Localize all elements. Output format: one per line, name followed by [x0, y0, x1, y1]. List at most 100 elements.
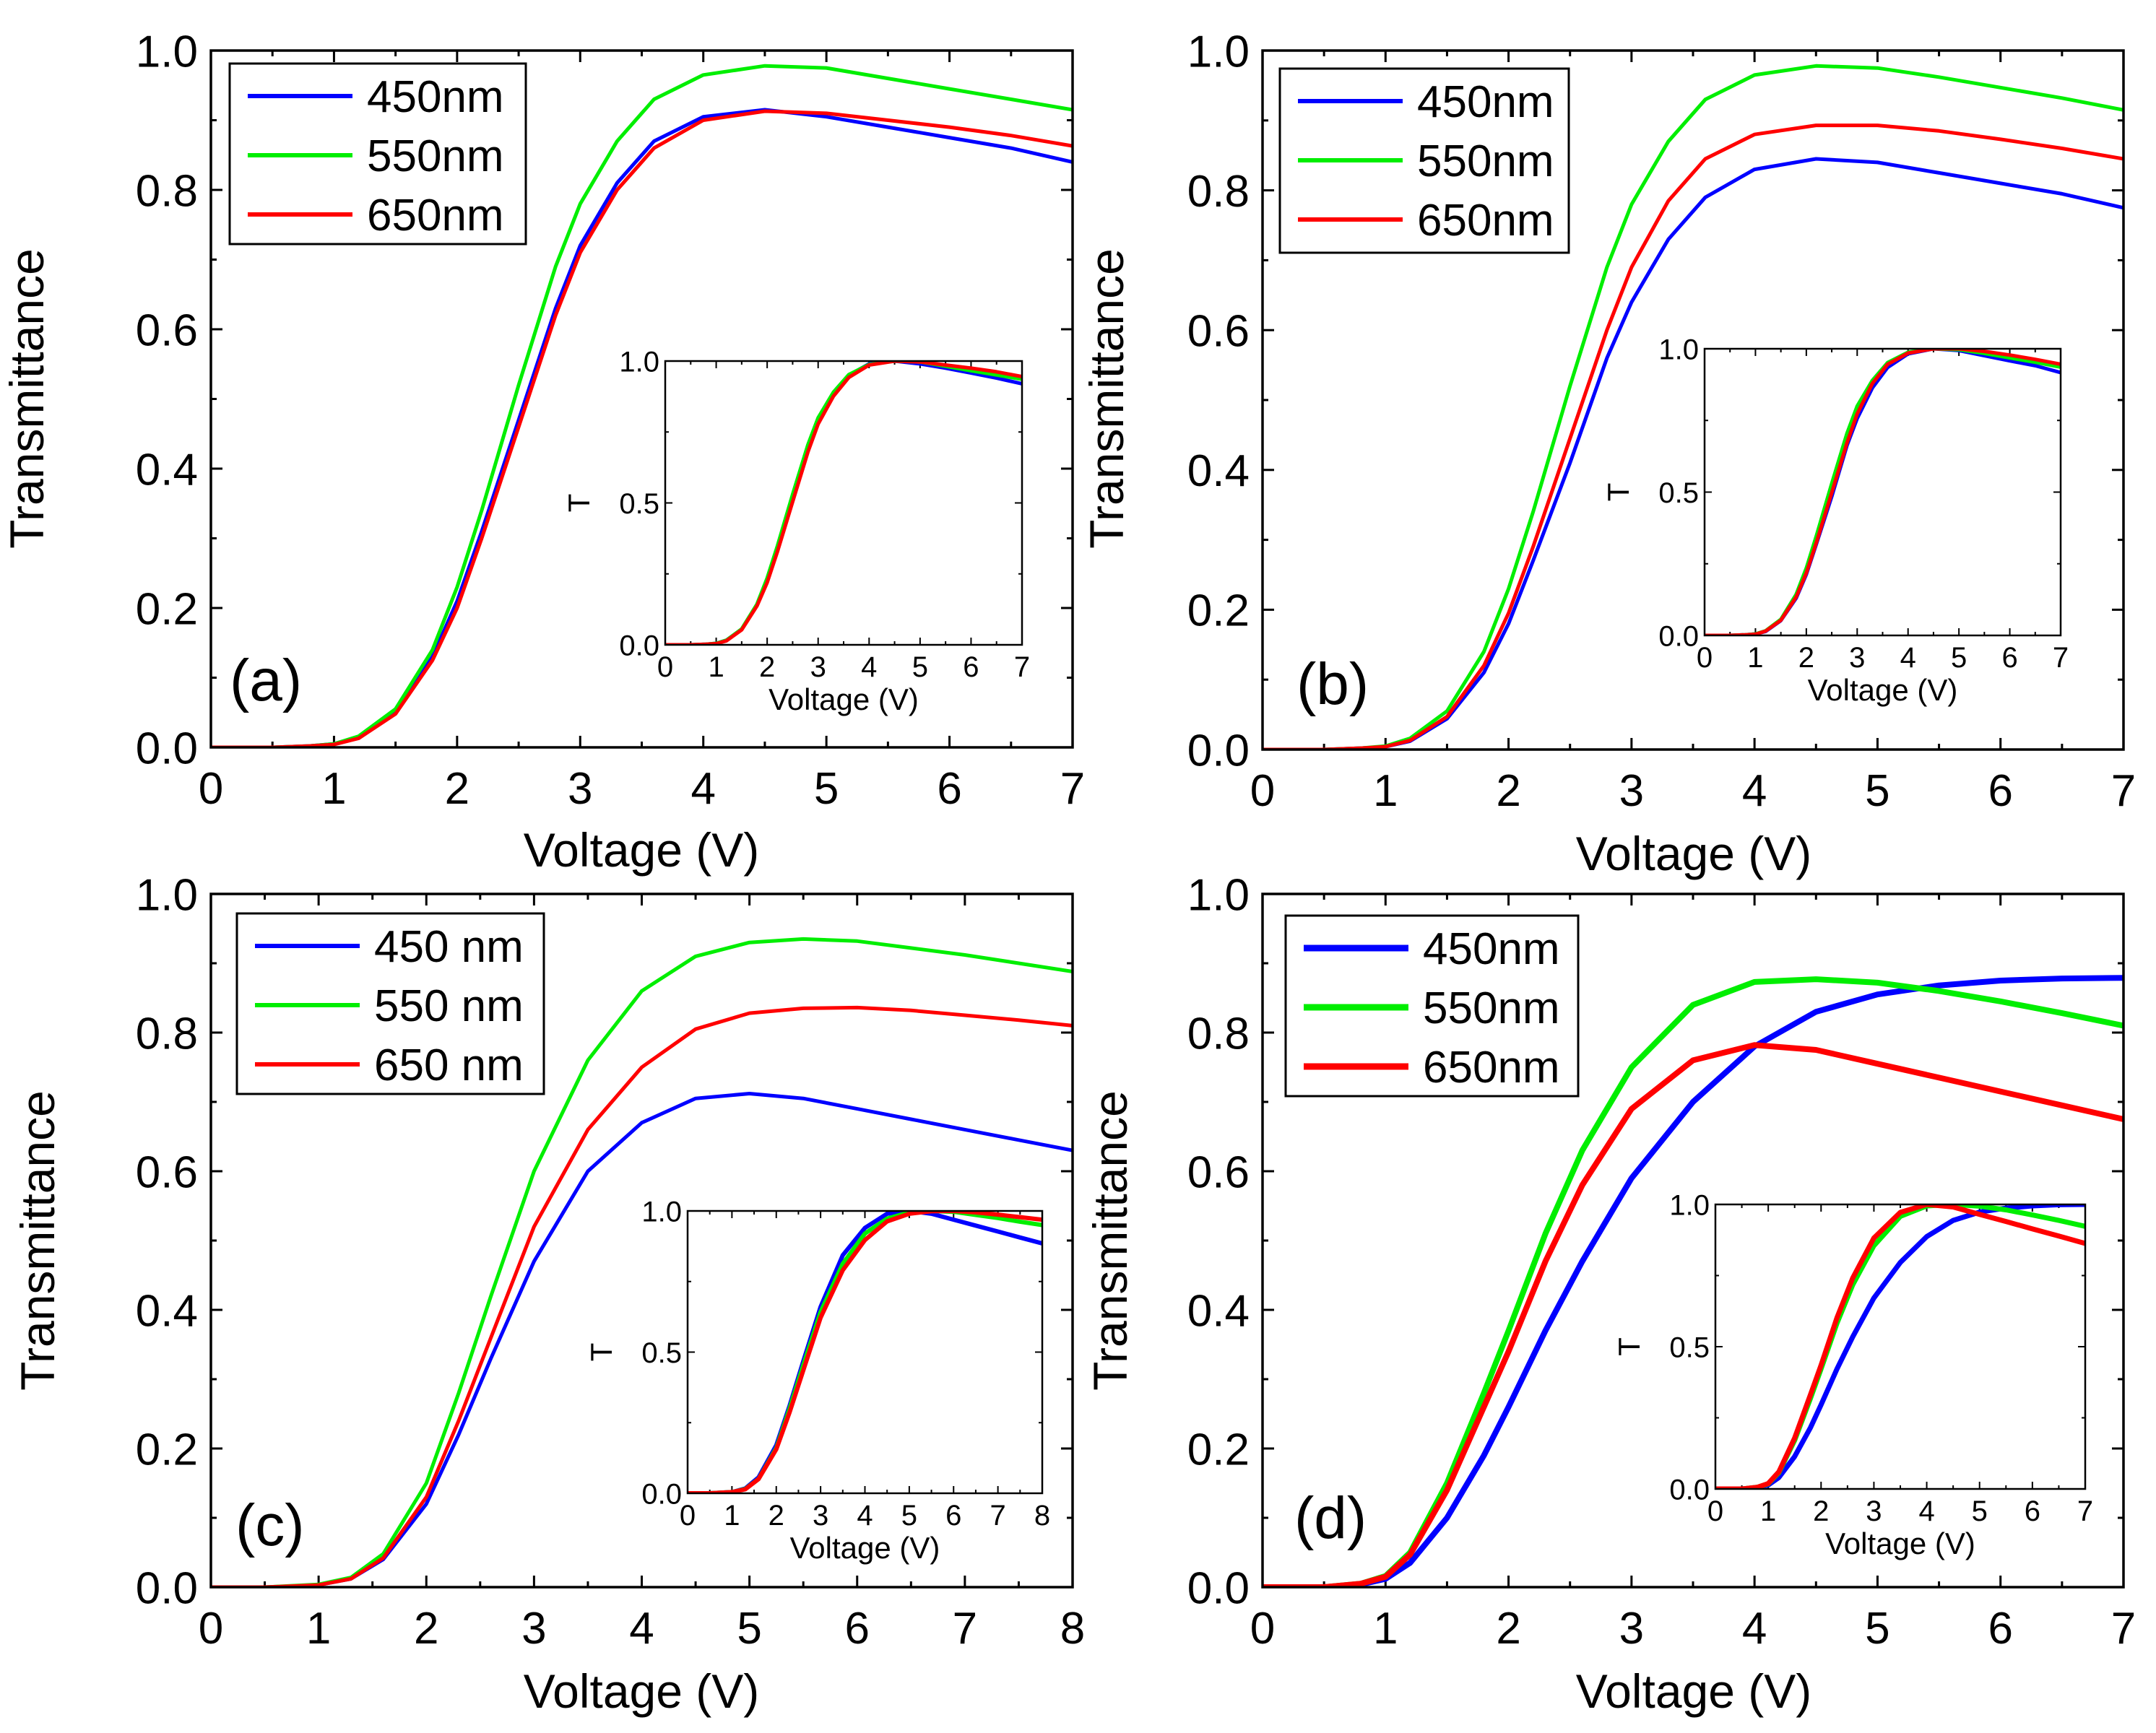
inset-x-tick-label: 4 [1900, 642, 1916, 674]
inset-y-tick-label: 0.0 [641, 1478, 682, 1510]
panel-tag: (a) [230, 648, 302, 713]
inset-series-line-650nm [1705, 349, 2061, 635]
inset-x-tick-label: 2 [759, 651, 775, 683]
inset-y-tick-label: 0.5 [641, 1337, 682, 1369]
inset-x-tick-label: 6 [2001, 642, 2017, 674]
y-tick-label: 0.0 [136, 724, 198, 773]
inset-y-tick-label: 1.0 [1658, 334, 1699, 365]
inset-background [665, 361, 1022, 645]
inset-background [1705, 349, 2061, 635]
inset-x-tick-label: 5 [1951, 642, 1967, 674]
inset-x-tick-label: 2 [1813, 1495, 1829, 1527]
inset-x-axis-label: Voltage (V) [1825, 1526, 1975, 1560]
inset-x-tick-label: 0 [657, 651, 673, 683]
inset-y-tick-label: 1.0 [1669, 1189, 1710, 1221]
y-tick-label: 0.6 [1187, 1147, 1250, 1197]
y-axis-label: Transmittance [1083, 1090, 1137, 1391]
inset-chart: 0 1 2 3 4 5 6 7 8 0.0 0.5 1.0 Voltage (V) T [584, 1196, 1050, 1565]
x-axis-label: Voltage (V) [1576, 1664, 1812, 1718]
inset-background [1715, 1204, 2085, 1489]
panel-b: 0 1 2 3 4 5 6 7 0.0 0.2 0.4 0.6 0.8 1.0 Voltage (V) Tra… [1080, 27, 2136, 880]
y-tick-label: 0.8 [136, 166, 198, 216]
legend-label: 450 nm [374, 922, 524, 972]
y-axis-label: Transmittance [11, 1090, 64, 1391]
legend-label: 650nm [1417, 196, 1554, 246]
legend-label: 550nm [367, 131, 504, 181]
inset-x-tick-label: 4 [857, 1500, 873, 1532]
inset-y-tick-label: 1.0 [641, 1196, 682, 1228]
inset-plot-frame [664, 360, 1023, 646]
y-tick-label: 0.4 [1187, 446, 1250, 496]
inset-x-tick-label: 1 [708, 651, 724, 683]
inset-series-line-650nm [688, 1211, 1042, 1493]
x-tick-label: 4 [690, 764, 715, 814]
inset-y-axis-label: T [562, 494, 596, 513]
x-tick-label: 6 [937, 764, 961, 814]
inset-y-axis-label: T [1612, 1337, 1646, 1356]
legend-label: 550nm [1417, 136, 1554, 186]
x-tick-label: 0 [1250, 1604, 1275, 1654]
inset-x-tick-label: 0 [1707, 1495, 1723, 1527]
x-tick-label: 1 [1373, 1604, 1398, 1654]
legend-label: 650 nm [374, 1041, 524, 1090]
y-tick-label: 0.4 [136, 1286, 198, 1336]
legend-label: 550 nm [374, 981, 524, 1031]
inset-x-tick-label: 4 [1918, 1495, 1934, 1527]
y-tick-label: 0.4 [1187, 1286, 1250, 1336]
x-tick-label: 5 [814, 764, 839, 814]
y-tick-label: 0.0 [1187, 1563, 1250, 1613]
inset-y-tick-label: 0.5 [1669, 1332, 1710, 1363]
x-tick-label: 1 [321, 764, 346, 814]
inset-y-tick-label: 0.0 [619, 630, 659, 661]
x-axis-label: Voltage (V) [524, 823, 760, 877]
series-line-650nm [211, 1005, 1073, 1587]
inset-series-line-650nm [1715, 1204, 2085, 1489]
inset-x-tick-label: 7 [1014, 651, 1030, 683]
inset-x-tick-label: 8 [1034, 1500, 1050, 1532]
inset-x-tick-label: 6 [2025, 1495, 2040, 1527]
x-tick-label: 5 [1865, 766, 1889, 816]
inset-x-tick-label: 4 [861, 651, 877, 683]
inset-x-tick-label: 1 [1747, 642, 1763, 674]
x-axis-label: Voltage (V) [524, 1664, 760, 1718]
inset-y-tick-label: 0.0 [1669, 1474, 1710, 1506]
legend-label: 450nm [367, 72, 504, 122]
inset-x-tick-label: 3 [813, 1500, 828, 1532]
inset-x-tick-label: 5 [1972, 1495, 1988, 1527]
y-tick-label: 0.8 [1187, 167, 1250, 217]
inset-x-tick-label: 2 [1798, 642, 1814, 674]
y-tick-label: 0.4 [136, 445, 198, 495]
x-tick-label: 6 [1988, 766, 2012, 816]
inset-x-tick-label: 0 [680, 1500, 696, 1532]
inset-background [688, 1211, 1042, 1493]
y-tick-label: 0.2 [136, 1425, 198, 1474]
inset-x-tick-label: 7 [2077, 1495, 2093, 1527]
plot-frame [1261, 49, 2125, 751]
inset-plot-frame [1714, 1203, 2087, 1490]
inset-y-tick-label: 1.0 [619, 346, 659, 378]
inset-y-tick-label: 0.0 [1658, 620, 1699, 652]
inset-x-tick-label: 1 [724, 1500, 740, 1532]
x-tick-label: 7 [1060, 764, 1085, 814]
inset-x-tick-label: 6 [963, 651, 979, 683]
inset-series-line-650nm [665, 361, 1022, 645]
y-tick-label: 0.6 [136, 1147, 198, 1197]
y-tick-label: 0.0 [136, 1563, 198, 1613]
inset-chart: 0 1 2 3 4 5 6 7 0.0 0.5 1.0 Voltage (V) T [1601, 334, 2069, 707]
legend-label: 650nm [1423, 1043, 1560, 1093]
x-tick-label: 0 [199, 1604, 223, 1654]
panel-a: 0 1 2 3 4 5 6 7 0.0 0.2 0.4 0.6 0.8 1.0 Voltage (V) Tra… [0, 27, 1085, 877]
inset-x-tick-label: 3 [1849, 642, 1865, 674]
inset-x-axis-label: Voltage (V) [769, 682, 919, 716]
inset-chart: 0 1 2 3 4 5 6 7 0.0 0.5 1.0 Voltage (V) T [1612, 1189, 2093, 1560]
inset-x-axis-label: Voltage (V) [790, 1531, 940, 1565]
panel-tag: (d) [1294, 1485, 1367, 1551]
x-tick-label: 3 [568, 764, 592, 814]
inset-y-tick-label: 0.5 [619, 488, 659, 520]
inset-x-tick-label: 1 [1760, 1495, 1776, 1527]
x-tick-label: 4 [629, 1604, 654, 1654]
x-axis-label: Voltage (V) [1576, 827, 1812, 880]
x-tick-label: 2 [445, 764, 469, 814]
legend-label: 450nm [1423, 924, 1560, 974]
